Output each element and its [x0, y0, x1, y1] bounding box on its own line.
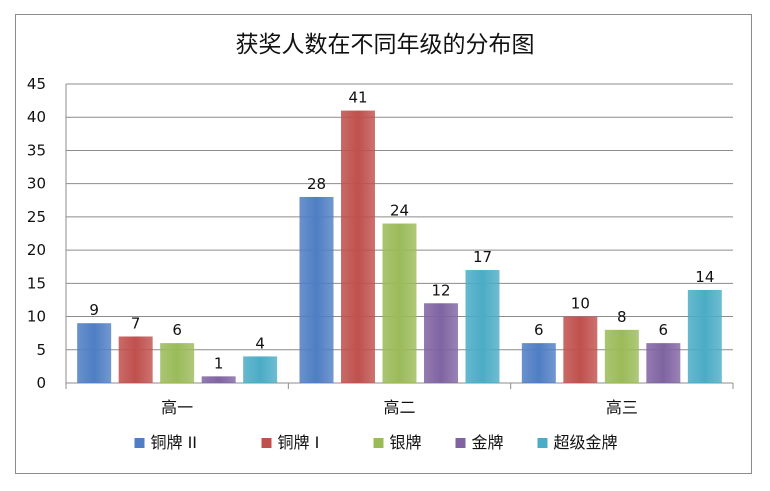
legend-swatch — [134, 438, 145, 448]
legend-swatch — [373, 438, 384, 448]
data-label: 10 — [571, 295, 590, 313]
data-label: 6 — [534, 321, 544, 339]
legend-swatch — [455, 438, 466, 448]
x-axis: 高一 高二 高三 — [65, 382, 734, 417]
x-category-label: 高一 — [161, 398, 193, 417]
y-tick-label: 20 — [27, 241, 46, 259]
x-category-label: 高二 — [383, 398, 415, 417]
legend: 铜牌 II 铜牌 I 银牌 金牌 超级金牌 — [134, 433, 618, 452]
data-label: 41 — [348, 89, 367, 107]
y-tick-label: 10 — [27, 308, 46, 326]
bar — [521, 343, 556, 383]
y-tick-label: 25 — [27, 208, 46, 226]
bar — [77, 323, 112, 383]
data-label: 14 — [695, 268, 714, 286]
y-axis: 0 5 10 15 20 25 30 35 40 45 — [27, 75, 67, 392]
y-tick-label: 45 — [27, 75, 46, 93]
data-label: 1 — [214, 354, 224, 372]
data-label: 28 — [307, 175, 326, 193]
data-label: 17 — [473, 248, 492, 266]
y-tick-label: 0 — [36, 374, 46, 392]
legend-label: 超级金牌 — [554, 433, 618, 452]
data-label: 9 — [89, 301, 99, 319]
bar — [243, 356, 278, 383]
legend-swatch — [537, 438, 548, 448]
bar — [341, 110, 375, 384]
bar — [299, 196, 334, 383]
bar — [563, 316, 598, 383]
data-label: 4 — [255, 334, 265, 352]
legend-swatch — [261, 438, 272, 448]
legend-label: 铜牌 II — [151, 433, 198, 452]
data-label: 12 — [431, 281, 450, 299]
data-label: 7 — [131, 314, 141, 332]
legend-label: 金牌 — [472, 433, 504, 452]
data-label: 8 — [617, 308, 627, 326]
y-tick-label: 5 — [36, 341, 46, 359]
bar — [687, 289, 722, 383]
y-tick-label: 35 — [27, 141, 46, 159]
bar — [465, 270, 500, 383]
bar — [118, 336, 153, 383]
data-label: 24 — [390, 202, 409, 220]
y-tick-label: 30 — [27, 175, 46, 193]
data-label: 6 — [659, 321, 669, 339]
bar — [160, 343, 195, 383]
legend-label: 银牌 — [390, 433, 422, 452]
bar — [382, 223, 417, 383]
chart-title: 获奖人数在不同年级的分布图 — [236, 32, 535, 58]
bar — [646, 343, 681, 383]
x-category-label: 高三 — [606, 398, 638, 417]
bars — [77, 110, 722, 384]
data-label: 6 — [172, 321, 182, 339]
bar — [424, 303, 458, 383]
bar — [201, 376, 236, 383]
y-tick-label: 40 — [27, 108, 46, 126]
legend-label: 铜牌 I — [278, 433, 320, 452]
y-tick-label: 15 — [27, 274, 46, 292]
bar — [604, 329, 639, 383]
